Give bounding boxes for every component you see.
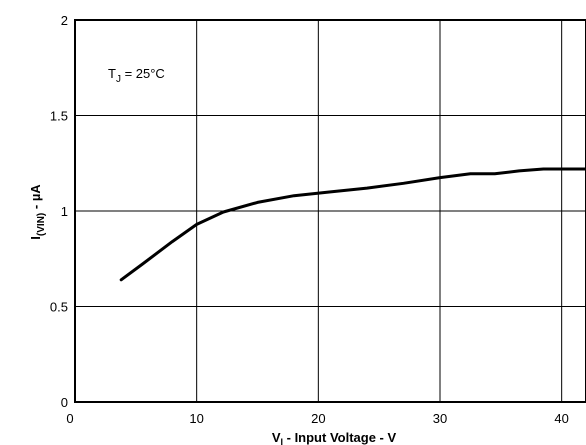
x-axis-label: VI - Input Voltage - V bbox=[272, 430, 397, 445]
x-tick-label: 30 bbox=[433, 411, 447, 426]
series-line-i-vin bbox=[119, 167, 586, 282]
x-tick-label: 0 bbox=[66, 411, 73, 426]
y-tick-label: 1 bbox=[61, 204, 68, 219]
temperature-annotation: TJ = 25°C bbox=[108, 66, 165, 85]
y-tick-label: 2 bbox=[61, 13, 68, 28]
y-axis-label: I(VIN) - µA bbox=[28, 184, 47, 240]
y-tick-labels: 0 0.5 1 1.5 2 bbox=[50, 13, 68, 410]
y-tick-label: 0 bbox=[61, 395, 68, 410]
x-tick-label: 10 bbox=[189, 411, 203, 426]
y-tick-label: 0.5 bbox=[50, 300, 68, 315]
x-tick-label: 20 bbox=[311, 411, 325, 426]
plot-frame bbox=[74, 19, 586, 403]
x-tick-label: 40 bbox=[554, 411, 568, 426]
y-tick-label: 1.5 bbox=[50, 109, 68, 124]
grid bbox=[75, 20, 586, 402]
x-tick-labels: 0 10 20 30 40 bbox=[66, 411, 569, 426]
